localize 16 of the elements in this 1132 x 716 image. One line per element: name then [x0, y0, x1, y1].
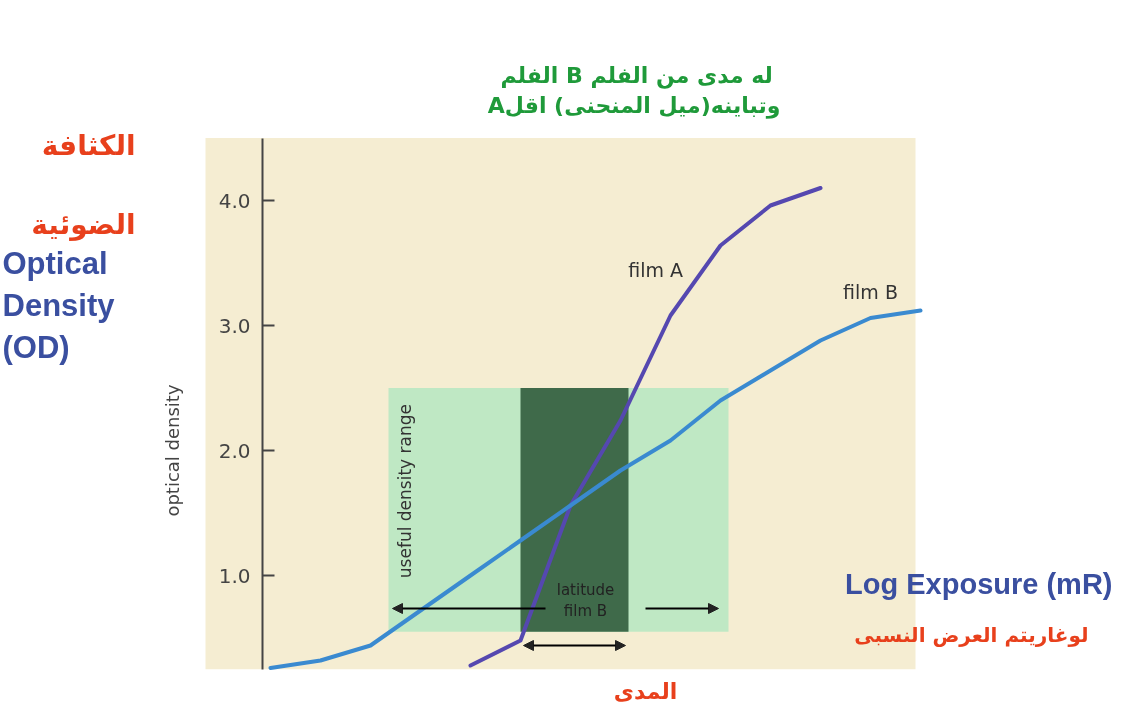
y-tick-label: 1.0 [218, 563, 251, 588]
y-tick-label: 4.0 [218, 188, 251, 213]
y-tick-label: 2.0 [218, 438, 251, 463]
series-label: film B [843, 281, 898, 303]
series-label: film A [628, 258, 683, 281]
chart-title: الفلم B له مدى من الفلم Aوتباينه(ميل المنحنى) اقل [487, 62, 781, 119]
text: المدى [613, 678, 678, 704]
annotation: لوغاريتم العرض النسبى [854, 622, 1089, 647]
line-series [468, 186, 823, 668]
x-axis-title: Log Exposure (mR) [845, 567, 1113, 600]
text: Optical Density (OD) [2, 245, 116, 365]
text: الكثافة الضوئية [31, 128, 136, 241]
y-axis-title: optical density [162, 384, 183, 517]
band-label: useful density range [394, 404, 415, 579]
y-tick-label: 3.0 [218, 313, 251, 338]
band-label: latitude film B [556, 580, 615, 621]
